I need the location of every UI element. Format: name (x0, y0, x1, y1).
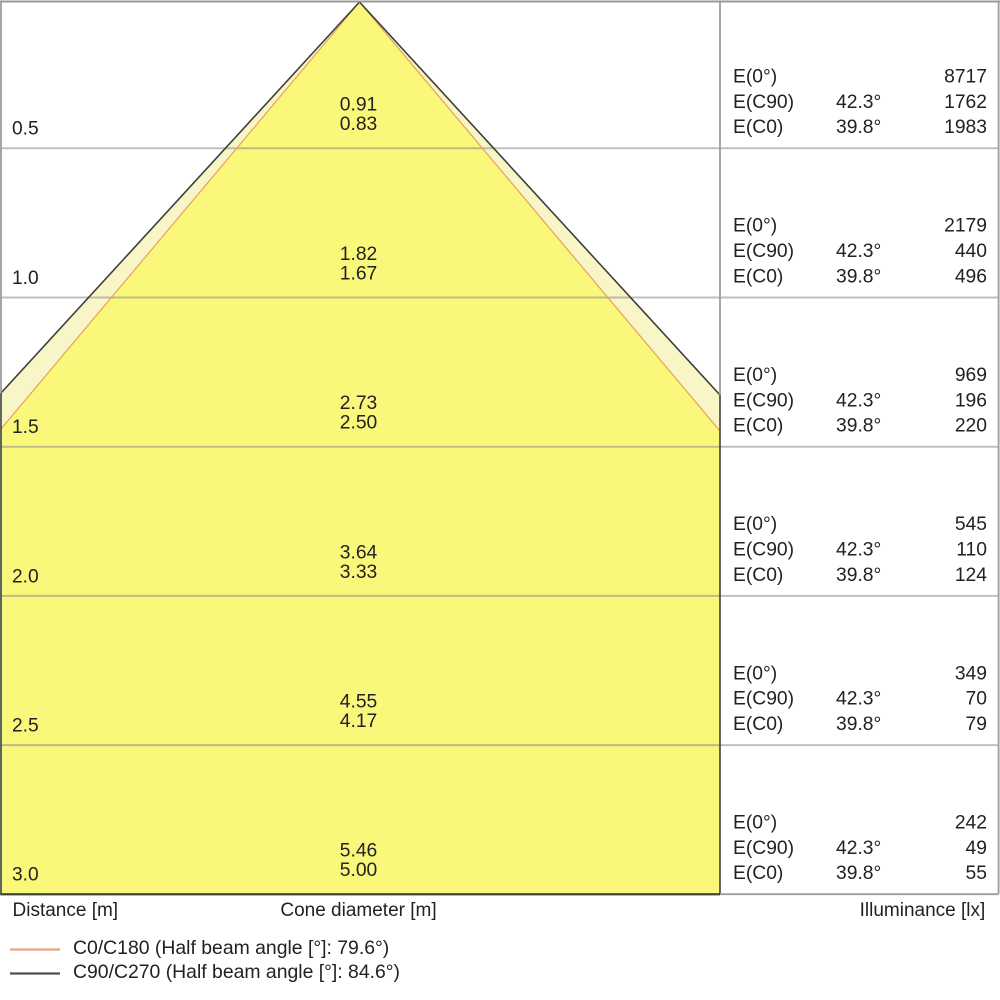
svg-text:C90/C270 (Half beam angle [°]:: C90/C270 (Half beam angle [°]: 84.6°) (73, 961, 400, 983)
svg-text:Distance [m]: Distance [m] (13, 900, 119, 921)
svg-text:545: 545 (955, 514, 987, 535)
svg-text:79: 79 (966, 714, 987, 735)
svg-text:42.3°: 42.3° (836, 540, 881, 561)
svg-text:39.8°: 39.8° (836, 863, 881, 884)
svg-text:39.8°: 39.8° (836, 267, 881, 288)
svg-text:349: 349 (955, 663, 987, 684)
svg-text:E(0°): E(0°) (733, 66, 777, 87)
svg-text:E(0°): E(0°) (733, 365, 777, 386)
svg-text:Illuminance [lx]: Illuminance [lx] (860, 900, 986, 921)
svg-text:1.82: 1.82 (340, 244, 378, 265)
svg-text:1762: 1762 (944, 92, 987, 113)
svg-text:220: 220 (955, 416, 987, 437)
svg-text:242: 242 (955, 812, 987, 833)
svg-text:39.8°: 39.8° (836, 714, 881, 735)
svg-text:39.8°: 39.8° (836, 416, 881, 437)
svg-text:1983: 1983 (944, 117, 987, 138)
svg-text:42.3°: 42.3° (836, 689, 881, 710)
svg-text:E(C0): E(C0) (733, 565, 783, 586)
svg-text:440: 440 (955, 241, 987, 262)
svg-text:2.50: 2.50 (340, 413, 378, 434)
svg-text:E(C0): E(C0) (733, 267, 783, 288)
svg-text:39.8°: 39.8° (836, 565, 881, 586)
svg-text:0.91: 0.91 (340, 95, 378, 116)
svg-text:1.67: 1.67 (340, 263, 378, 284)
svg-text:2.0: 2.0 (12, 566, 39, 587)
svg-text:70: 70 (966, 689, 987, 710)
svg-text:E(C90): E(C90) (733, 92, 794, 113)
svg-text:496: 496 (955, 267, 987, 288)
svg-text:E(C0): E(C0) (733, 714, 783, 735)
svg-text:Cone diameter [m]: Cone diameter [m] (280, 900, 436, 921)
svg-text:110: 110 (956, 540, 987, 561)
svg-text:124: 124 (955, 565, 987, 586)
svg-text:3.33: 3.33 (340, 562, 378, 583)
svg-text:E(C90): E(C90) (733, 838, 794, 859)
svg-text:42.3°: 42.3° (836, 92, 881, 113)
svg-text:42.3°: 42.3° (836, 241, 881, 262)
svg-text:42.3°: 42.3° (836, 838, 881, 859)
svg-text:E(C0): E(C0) (733, 863, 783, 884)
svg-text:4.17: 4.17 (340, 711, 378, 732)
svg-text:5.46: 5.46 (340, 841, 378, 862)
svg-text:C0/C180 (Half beam angle [°]:: C0/C180 (Half beam angle [°]: 79.6°) (73, 937, 389, 959)
svg-text:0.5: 0.5 (12, 119, 39, 140)
svg-text:5.00: 5.00 (340, 860, 378, 881)
svg-text:39.8°: 39.8° (836, 117, 881, 138)
svg-text:2179: 2179 (944, 216, 987, 237)
svg-text:E(C90): E(C90) (733, 241, 794, 262)
svg-text:55: 55 (966, 863, 987, 884)
svg-text:1.0: 1.0 (12, 268, 39, 289)
svg-text:2.5: 2.5 (12, 716, 39, 737)
svg-text:2.73: 2.73 (340, 393, 378, 414)
svg-text:E(0°): E(0°) (733, 514, 777, 535)
svg-text:E(C0): E(C0) (733, 416, 783, 437)
svg-text:969: 969 (955, 365, 987, 386)
svg-text:42.3°: 42.3° (836, 390, 881, 411)
svg-text:3.0: 3.0 (12, 865, 39, 886)
svg-text:E(0°): E(0°) (733, 216, 777, 237)
svg-text:E(C90): E(C90) (733, 689, 794, 710)
svg-text:1.5: 1.5 (12, 417, 39, 438)
svg-text:E(C90): E(C90) (733, 390, 794, 411)
svg-text:E(C0): E(C0) (733, 117, 783, 138)
svg-text:8717: 8717 (944, 66, 987, 87)
svg-text:4.55: 4.55 (340, 692, 378, 713)
svg-text:E(0°): E(0°) (733, 812, 777, 833)
svg-text:E(0°): E(0°) (733, 663, 777, 684)
svg-text:196: 196 (955, 390, 987, 411)
svg-text:3.64: 3.64 (340, 542, 378, 563)
svg-text:0.83: 0.83 (340, 114, 378, 135)
svg-text:49: 49 (966, 838, 987, 859)
svg-text:E(C90): E(C90) (733, 540, 794, 561)
